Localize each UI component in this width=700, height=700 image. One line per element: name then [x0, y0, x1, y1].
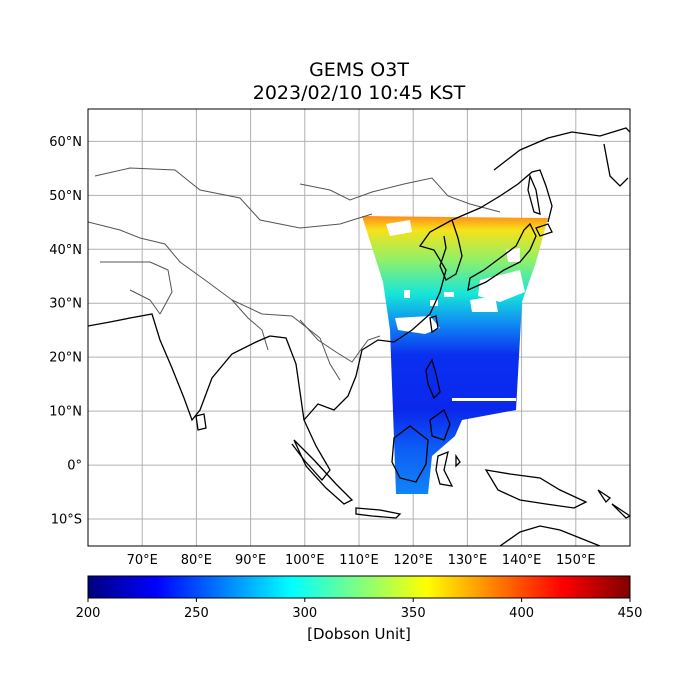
- lon-tick-label: 80°E: [181, 553, 212, 568]
- lat-tick-label: 20°N: [49, 351, 82, 366]
- colorbar-label: [Dobson Unit]: [307, 625, 411, 643]
- colorbar-tick-label: 250: [184, 606, 209, 621]
- coastlines: [88, 127, 630, 546]
- latitude-tick-labels: 60°N 50°N 40°N 30°N 20°N 10°N 0° 10°S: [49, 135, 82, 528]
- colorbar-tick-label: 350: [401, 606, 426, 621]
- lon-tick-label: 120°E: [393, 553, 433, 568]
- lon-tick-label: 110°E: [339, 553, 379, 568]
- lon-tick-label: 130°E: [448, 553, 488, 568]
- lat-tick-label: 0°: [67, 459, 82, 474]
- lat-tick-label: 50°N: [49, 189, 82, 204]
- colorbar-tick-label: 400: [509, 606, 534, 621]
- longitude-tick-labels: 70°E 80°E 90°E 100°E 110°E 120°E 130°E 140°E 150…: [127, 553, 596, 568]
- lat-tick-label: 60°N: [49, 135, 82, 150]
- lon-tick-label: 140°E: [502, 553, 542, 568]
- colorbar-ticks: 200 250 300 350 400 450: [76, 598, 643, 621]
- country-borders: [88, 167, 501, 381]
- lat-tick-label: 40°N: [49, 243, 82, 258]
- colorbar-tick-label: 200: [76, 606, 101, 621]
- lat-tick-label: 30°N: [49, 297, 82, 312]
- lon-tick-label: 100°E: [285, 553, 325, 568]
- chart-subtitle: 2023/02/10 10:45 KST: [252, 82, 466, 104]
- colorbar: 200 250 300 350 400 450 [Dobson Unit]: [76, 575, 643, 643]
- lat-tick-label: 10°N: [49, 405, 82, 420]
- colorbar-tick-label: 450: [618, 606, 643, 621]
- lon-tick-label: 70°E: [127, 553, 158, 568]
- map-plot-area: 60°N 50°N 40°N 30°N 20°N 10°N 0° 10°S 70°E 80°E 9…: [49, 108, 631, 568]
- lon-tick-label: 90°E: [235, 553, 266, 568]
- lon-tick-label: 150°E: [556, 553, 596, 568]
- graticule: [88, 109, 630, 546]
- map-frame: [87, 108, 631, 547]
- colorbar-gradient: [87, 575, 631, 599]
- chart-title: GEMS O3T: [309, 59, 409, 81]
- colorbar-tick-label: 300: [292, 606, 317, 621]
- lat-tick-label: 10°S: [51, 513, 82, 528]
